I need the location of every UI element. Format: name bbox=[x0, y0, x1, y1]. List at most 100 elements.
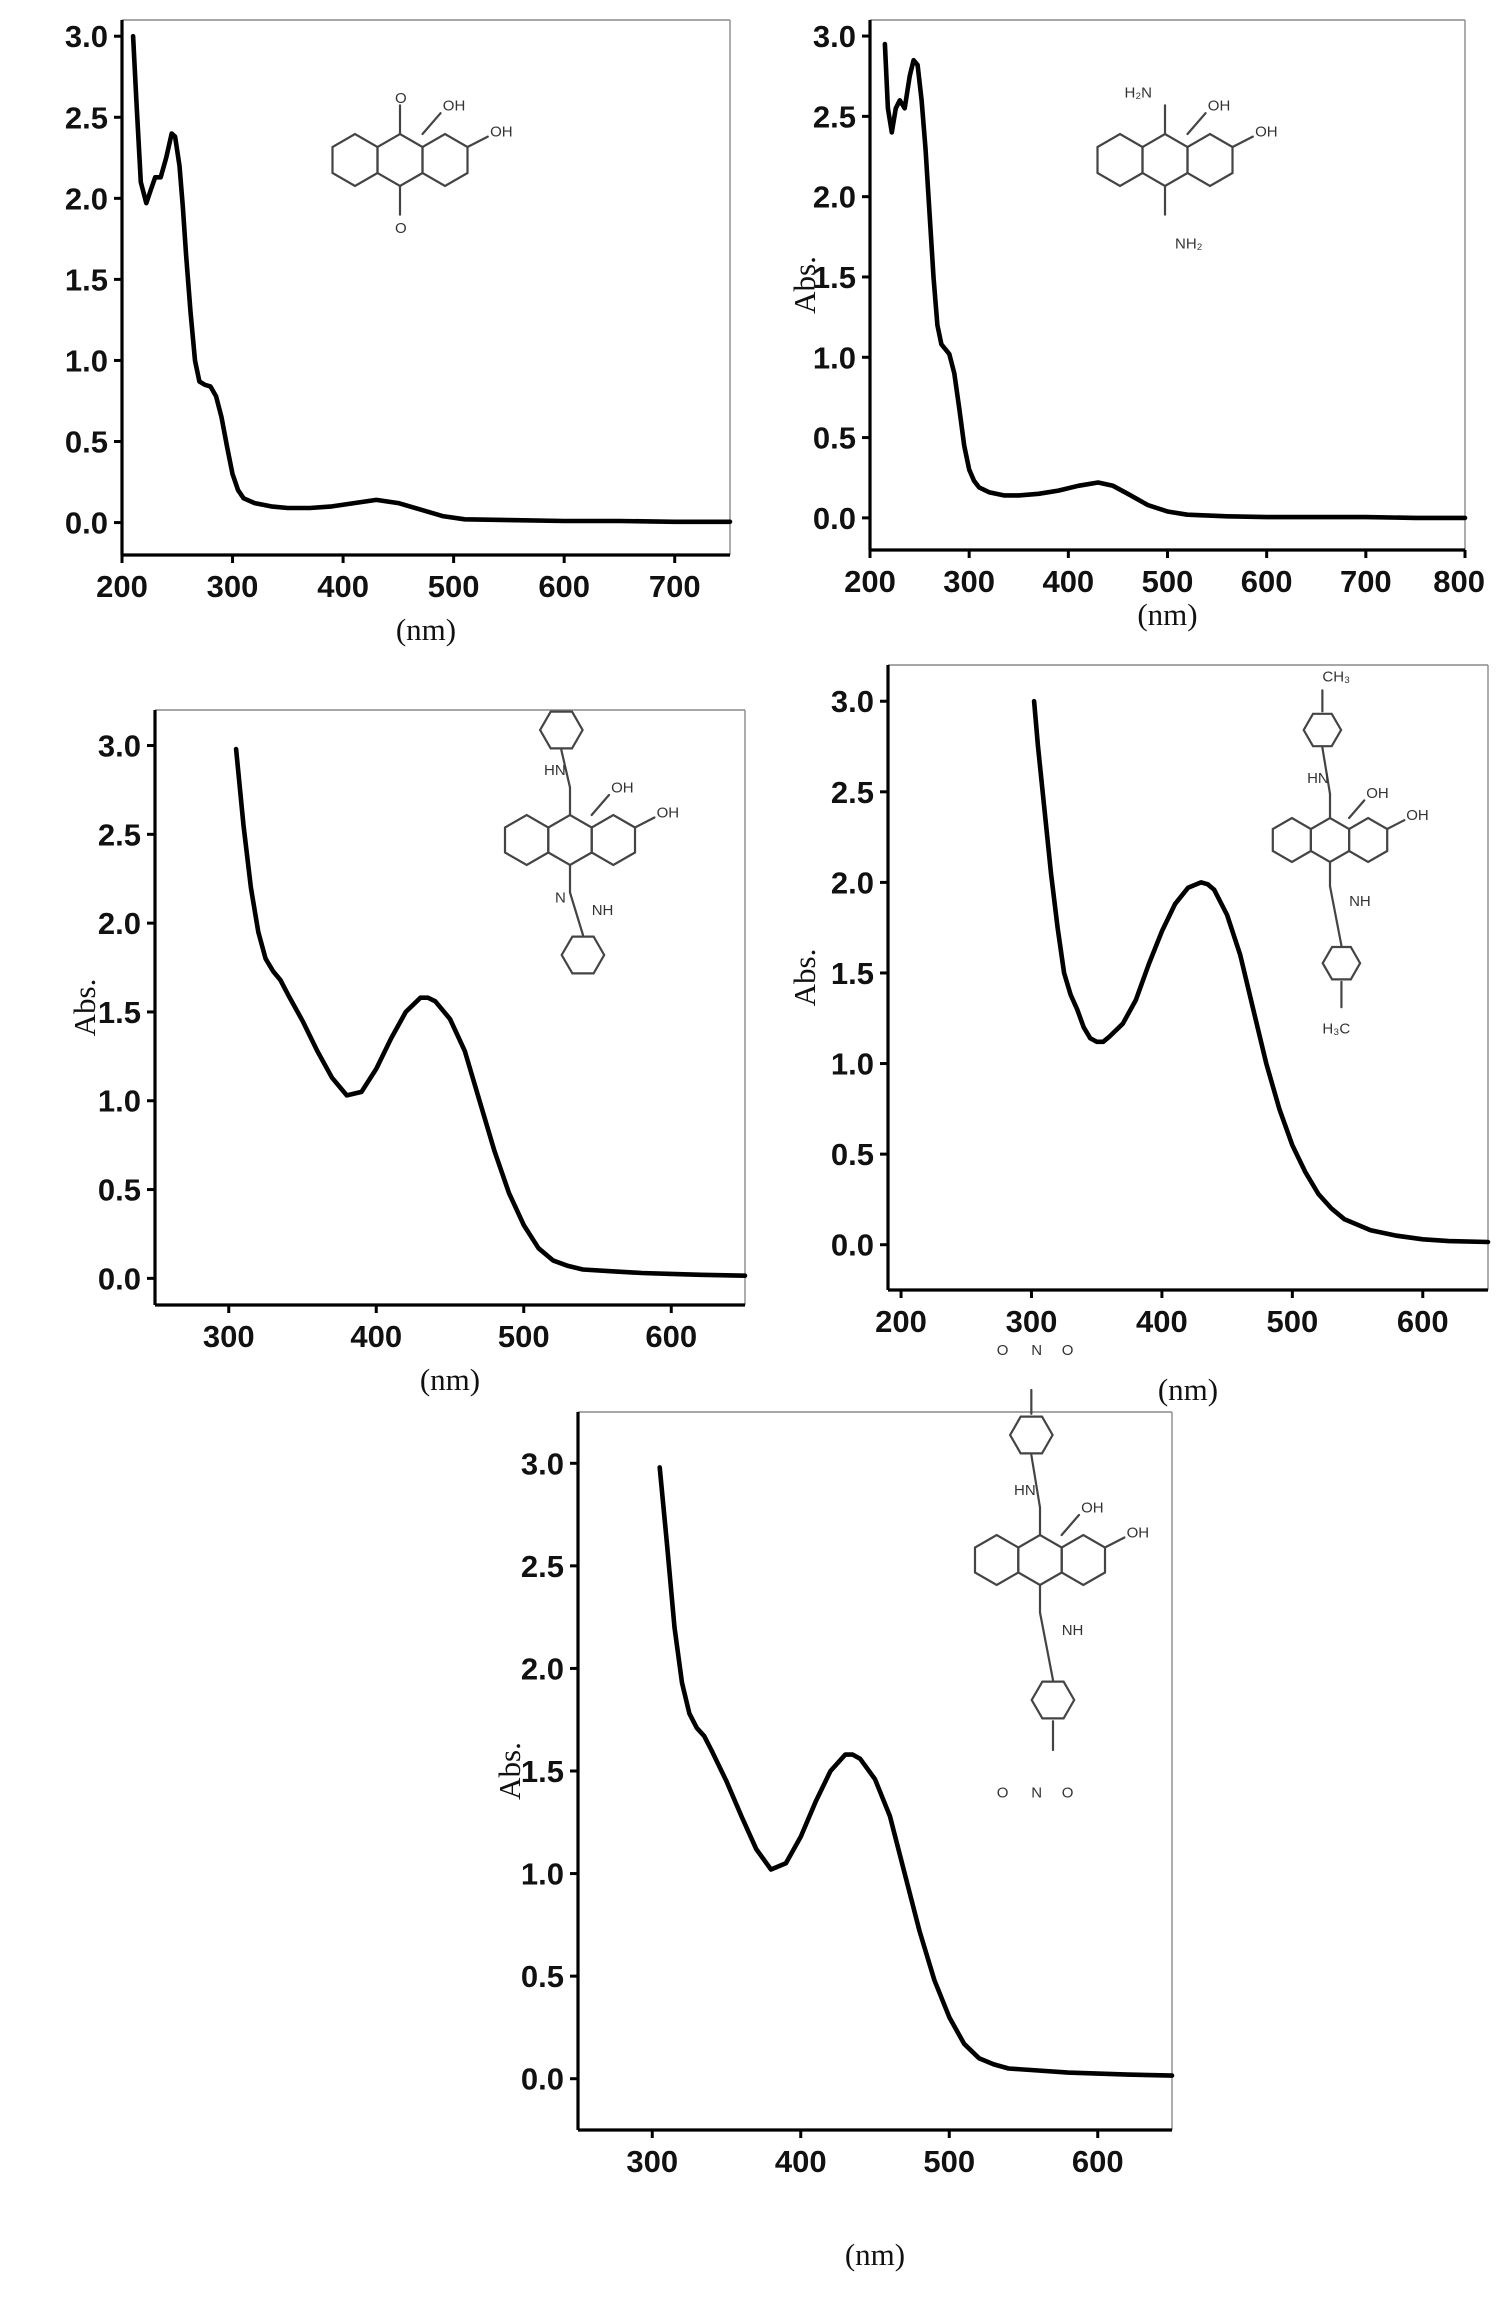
y-tick-label: 0.0 bbox=[65, 506, 108, 541]
x-tick-label: 600 bbox=[538, 569, 590, 604]
structure-ring bbox=[1096, 132, 1144, 188]
y-tick-label: 0.5 bbox=[813, 421, 856, 456]
structure-ring bbox=[1017, 1533, 1063, 1587]
y-tick-label: 2.5 bbox=[65, 100, 108, 135]
structure-bond bbox=[421, 112, 442, 136]
structure-label: OH bbox=[611, 780, 634, 797]
structure-ring bbox=[1271, 816, 1313, 864]
y-tick-label: 1.0 bbox=[831, 1047, 874, 1082]
structure-bond bbox=[1103, 1536, 1126, 1549]
structure-label: OH bbox=[443, 98, 466, 115]
chemical-structure: O N O HN OH OH NH O N O bbox=[973, 1342, 1149, 1802]
y-axis-title: Abs. bbox=[492, 1742, 527, 1800]
y-tick-label: 0.5 bbox=[65, 425, 108, 460]
y-tick-label: 1.5 bbox=[831, 956, 874, 991]
structure-label: OH bbox=[1255, 124, 1278, 141]
y-tick-label: 2.5 bbox=[813, 99, 856, 134]
x-tick-label: 600 bbox=[1072, 2144, 1124, 2179]
structure-bond bbox=[1030, 1453, 1042, 1509]
y-tick-label: 1.0 bbox=[521, 1857, 564, 1892]
y-tick-label: 2.0 bbox=[521, 1651, 564, 1686]
structure-label: OH bbox=[1208, 98, 1231, 115]
x-tick-label: 600 bbox=[1397, 1304, 1449, 1339]
structure-label: HN bbox=[1014, 1482, 1036, 1499]
structure-label: H₃C bbox=[1322, 1021, 1350, 1038]
structure-label: OH bbox=[1081, 1500, 1104, 1517]
x-tick-label: 200 bbox=[96, 569, 148, 604]
y-tick-label: 0.5 bbox=[521, 1959, 564, 1994]
y-tick-label: 0.5 bbox=[831, 1137, 874, 1172]
structure-label: OH bbox=[657, 805, 680, 822]
x-tick-label: 400 bbox=[350, 1319, 402, 1354]
y-tick-label: 2.0 bbox=[65, 181, 108, 216]
structure-label: N bbox=[1031, 1342, 1042, 1359]
structure-bond bbox=[633, 816, 656, 829]
structure-bond bbox=[560, 748, 572, 789]
structure-ring bbox=[560, 935, 606, 975]
structure-label: O bbox=[997, 1785, 1009, 1802]
structure-label: NH bbox=[1062, 1622, 1084, 1639]
x-tick-label: 800 bbox=[1433, 564, 1485, 599]
x-tick-label: 600 bbox=[645, 1319, 697, 1354]
x-tick-label: 300 bbox=[943, 564, 995, 599]
y-tick-label: 0.0 bbox=[813, 501, 856, 536]
absorbance-series bbox=[882, 41, 1468, 521]
x-tick-label: 300 bbox=[1006, 1304, 1058, 1339]
structure-bond bbox=[1328, 885, 1343, 947]
y-axis-title: Abs. bbox=[787, 949, 822, 1007]
structure-ring bbox=[1309, 816, 1351, 864]
spectrum-panel-4: 0.0 0.5 1.0 1.5 2.0 2.5 3.0 200 300 400 500 600 (nm)… bbox=[787, 664, 1491, 1407]
structure-ring bbox=[331, 132, 379, 188]
structure-label: NH bbox=[592, 902, 614, 919]
y-tick-label: 1.0 bbox=[65, 343, 108, 378]
structure-bond bbox=[1321, 746, 1332, 795]
x-tick-label: 400 bbox=[1136, 1304, 1188, 1339]
structure-bond bbox=[568, 891, 585, 937]
structure-label: OH bbox=[1406, 807, 1429, 824]
chemical-structure: CH₃ HN OH OH NH H₃C bbox=[1271, 669, 1429, 1038]
structure-bond bbox=[1038, 1611, 1055, 1682]
chemical-structure: H₂N OH OH NH₂ bbox=[1096, 85, 1278, 252]
chemical-structure: OH OH O O bbox=[331, 90, 513, 237]
y-tick-label: 2.5 bbox=[98, 817, 141, 852]
y-tick-label: 2.5 bbox=[521, 1549, 564, 1584]
structure-label: O bbox=[997, 1342, 1009, 1359]
structure-label: OH bbox=[1366, 785, 1389, 802]
structure-bond bbox=[1060, 1513, 1081, 1537]
structure-ring bbox=[503, 813, 550, 867]
structure-label: NH₂ bbox=[1175, 235, 1203, 252]
absorbance-series bbox=[1031, 698, 1491, 1245]
absorbance-series bbox=[130, 33, 733, 525]
y-tick-label: 3.0 bbox=[813, 19, 856, 54]
x-axis-title: (nm) bbox=[420, 1362, 480, 1397]
x-tick-label: 500 bbox=[428, 569, 480, 604]
y-tick-label: 3.0 bbox=[521, 1446, 564, 1481]
structure-ring bbox=[538, 710, 584, 750]
structure-label: O bbox=[1062, 1785, 1074, 1802]
structure-bond bbox=[590, 793, 611, 817]
structure-ring bbox=[590, 813, 637, 867]
y-tick-label: 3.0 bbox=[98, 729, 141, 764]
y-tick-label: 0.0 bbox=[98, 1261, 141, 1296]
y-tick-label: 1.5 bbox=[98, 995, 141, 1030]
y-axis-title: Abs. bbox=[67, 979, 102, 1037]
structure-ring bbox=[1030, 1680, 1076, 1720]
structure-bond bbox=[1186, 112, 1207, 136]
x-tick-label: 200 bbox=[844, 564, 896, 599]
y-tick-label: 2.0 bbox=[813, 180, 856, 215]
x-tick-label: 400 bbox=[317, 569, 369, 604]
structure-label: O bbox=[395, 220, 407, 237]
x-tick-label: 700 bbox=[1340, 564, 1392, 599]
structure-ring bbox=[1302, 712, 1343, 748]
spectrum-panel-5: 0.0 0.5 1.0 1.5 2.0 2.5 3.0 300 400 500 600 (nm) Abs… bbox=[492, 1342, 1175, 2272]
structure-label: N bbox=[555, 890, 566, 907]
x-tick-label: 500 bbox=[1266, 1304, 1318, 1339]
spectrum-panel-1: 0.0 0.5 1.0 1.5 2.0 2.5 3.0 200 300 400 500 600 700 (… bbox=[65, 19, 733, 647]
structure-ring bbox=[547, 813, 593, 867]
structure-label: CH₃ bbox=[1322, 669, 1350, 686]
spectrum-panel-2: 0.0 0.5 1.0 1.5 2.0 2.5 3.0 200 300 400 500 600 700 8… bbox=[787, 19, 1485, 632]
structure-ring bbox=[1008, 1415, 1054, 1455]
x-tick-label: 300 bbox=[626, 2144, 678, 2179]
structure-label: N bbox=[1031, 1785, 1042, 1802]
